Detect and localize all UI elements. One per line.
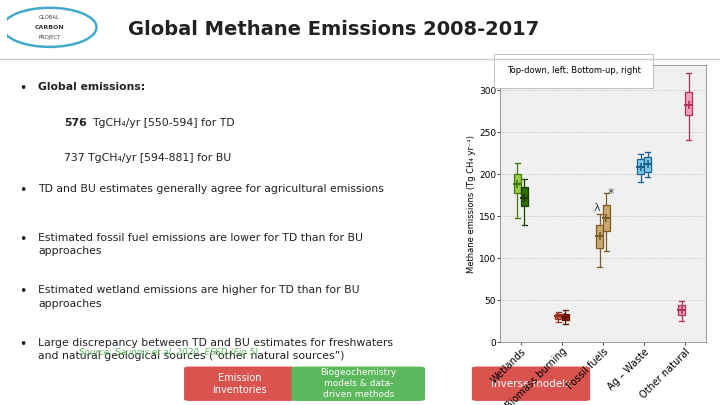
Text: Top-down, left; Bottom-up, right: Top-down, left; Bottom-up, right <box>507 66 640 75</box>
Bar <box>637 159 644 174</box>
FancyBboxPatch shape <box>184 367 294 401</box>
Text: PROJECT: PROJECT <box>38 35 60 40</box>
Text: Source: Saunois et al. 2020, ESSD (Fig 5): Source: Saunois et al. 2020, ESSD (Fig 5… <box>79 348 258 357</box>
Text: 737 TgCH₄/yr [594-881] for BU: 737 TgCH₄/yr [594-881] for BU <box>64 153 231 163</box>
Text: TgCH₄/yr [550-594] for TD: TgCH₄/yr [550-594] for TD <box>92 118 235 128</box>
Text: •: • <box>19 338 26 351</box>
Text: Estimated wetland emissions are higher for TD than for BU
approaches: Estimated wetland emissions are higher f… <box>38 286 360 309</box>
FancyBboxPatch shape <box>472 367 590 401</box>
Text: Global Methane Emissions 2008-2017: Global Methane Emissions 2008-2017 <box>128 20 539 39</box>
Text: Biogeochemistry
models & data-
driven methods: Biogeochemistry models & data- driven me… <box>320 368 396 399</box>
Bar <box>555 314 562 319</box>
Text: •: • <box>19 233 26 246</box>
Text: *: * <box>608 187 613 200</box>
Bar <box>644 157 651 172</box>
Bar <box>603 205 610 231</box>
Bar <box>678 305 685 315</box>
Bar <box>521 187 528 206</box>
Text: Inverse models: Inverse models <box>491 379 571 389</box>
Bar <box>596 224 603 248</box>
Y-axis label: Methane emissions (Tg CH₄ yr⁻¹): Methane emissions (Tg CH₄ yr⁻¹) <box>467 134 476 273</box>
Text: Estimated fossil fuel emissions are lower for TD than for BU
approaches: Estimated fossil fuel emissions are lowe… <box>38 233 363 256</box>
Text: Global emissions:: Global emissions: <box>38 82 145 92</box>
Text: 576: 576 <box>64 118 87 128</box>
Text: λ: λ <box>594 203 600 213</box>
Bar <box>562 314 569 320</box>
Bar <box>685 92 692 115</box>
Bar <box>514 174 521 193</box>
Text: •: • <box>19 184 26 197</box>
FancyBboxPatch shape <box>292 367 425 401</box>
Text: •: • <box>19 286 26 298</box>
Text: GLOBAL: GLOBAL <box>39 15 60 19</box>
Text: Large discrepancy between TD and BU estimates for freshwaters
and natural geolog: Large discrepancy between TD and BU esti… <box>38 338 393 361</box>
Text: CARBON: CARBON <box>35 25 65 30</box>
Text: Emission
inventories: Emission inventories <box>212 373 266 395</box>
Text: •: • <box>19 82 26 95</box>
Text: TD and BU estimates generally agree for agricultural emissions: TD and BU estimates generally agree for … <box>38 184 384 194</box>
